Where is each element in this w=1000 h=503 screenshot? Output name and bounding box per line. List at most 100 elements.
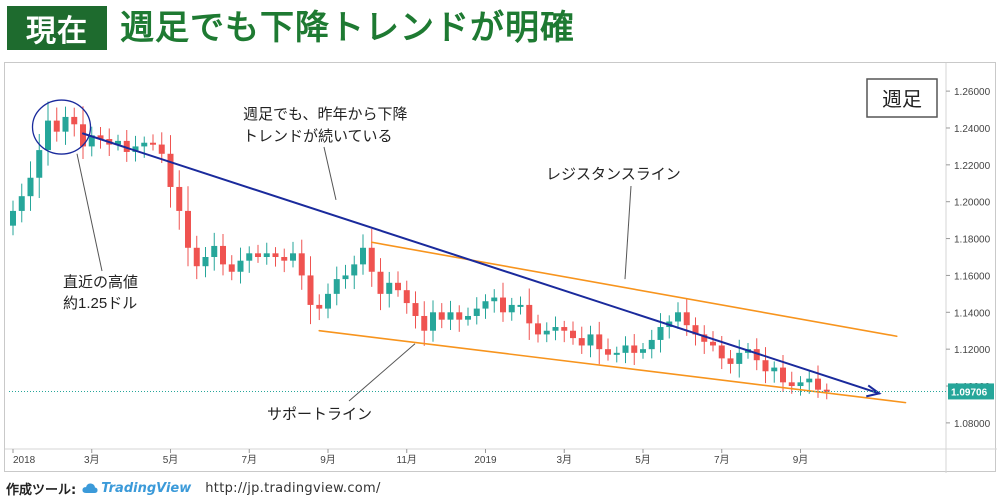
candle-body[interactable] [185,210,191,248]
candle[interactable] [430,300,436,342]
candle[interactable] [473,297,480,325]
candle[interactable] [543,322,550,343]
candle[interactable] [307,256,314,325]
candle-body[interactable] [622,345,629,353]
candle-body[interactable] [386,282,393,294]
candle[interactable] [202,246,209,278]
candle[interactable] [167,135,174,208]
candle[interactable] [412,291,419,329]
candle-body[interactable] [736,352,743,364]
candle-body[interactable] [45,120,51,151]
candle-body[interactable] [815,378,821,390]
candlestick-chart[interactable]: 2018 3月 5月 7月 9月 11月 2019 3月 5月 7月 9月 1.26000 1.240… [5,63,997,473]
candle[interactable] [368,228,375,287]
candle-body[interactable] [500,297,506,313]
candle[interactable] [710,331,716,352]
candle-body[interactable] [456,312,463,320]
candle-body[interactable] [395,282,401,291]
candle[interactable] [263,242,270,265]
brand-link[interactable]: TradingView [101,480,192,496]
candle[interactable] [526,288,533,340]
candle-body[interactable] [115,140,121,145]
candle-body[interactable] [220,245,226,265]
resistance-line[interactable] [370,241,898,338]
candle-body[interactable] [762,360,769,372]
candle-body[interactable] [780,367,786,383]
candle-body[interactable] [97,135,104,140]
candle-body[interactable] [263,253,270,257]
candle-body[interactable] [62,116,69,132]
candle[interactable] [771,361,778,383]
candle[interactable] [622,336,629,364]
candle[interactable] [211,232,218,271]
candle-body[interactable] [36,150,43,178]
candle[interactable] [18,183,25,223]
candle[interactable] [456,305,463,332]
candle[interactable] [71,107,78,137]
candle[interactable] [631,334,638,366]
candle[interactable] [228,255,235,281]
candle[interactable] [736,339,743,378]
candle-body[interactable] [281,257,288,261]
candle-body[interactable] [613,352,620,355]
support-line[interactable] [318,329,907,404]
candle-body[interactable] [727,358,734,364]
candle[interactable] [62,106,69,145]
candle[interactable] [447,300,454,330]
candle[interactable] [657,313,664,353]
candle-body[interactable] [675,312,681,322]
candle[interactable] [342,264,349,289]
url-link[interactable]: http://jp.tradingview.com/ [205,480,381,496]
candle[interactable] [132,135,139,162]
candle[interactable] [246,246,253,273]
candle-body[interactable] [753,349,760,361]
downtrend-line[interactable] [82,132,881,395]
candle-body[interactable] [438,312,445,320]
candle-body[interactable] [797,382,804,387]
candle-body[interactable] [71,116,78,125]
candle-body[interactable] [430,312,436,331]
candle-body[interactable] [403,290,410,304]
candle-body[interactable] [351,264,358,276]
candle[interactable] [675,302,681,329]
candle-body[interactable] [596,334,603,350]
candle[interactable] [596,321,603,365]
candle-body[interactable] [342,275,349,280]
candle-body[interactable] [578,338,585,346]
candle-body[interactable] [473,308,480,316]
candle[interactable] [517,296,524,315]
candle[interactable] [220,233,226,276]
candle-body[interactable] [631,345,638,353]
candle[interactable] [570,321,576,345]
candle-body[interactable] [360,247,366,265]
candle[interactable] [272,247,279,267]
candle[interactable] [176,170,183,230]
candle-body[interactable] [27,177,34,197]
candle-body[interactable] [53,120,60,132]
candle-body[interactable] [640,349,646,353]
candle-body[interactable] [710,341,716,346]
candle[interactable] [508,297,515,321]
candle-body[interactable] [526,304,533,324]
candle[interactable] [333,266,340,306]
candle[interactable] [692,317,699,346]
candle[interactable] [806,370,813,394]
candle[interactable] [97,126,104,149]
candle-body[interactable] [123,140,130,152]
candle-body[interactable] [683,312,690,326]
candle-body[interactable] [605,349,611,355]
candle-body[interactable] [176,186,183,211]
candle[interactable] [27,161,34,211]
candle[interactable] [648,329,655,359]
candle-body[interactable] [491,297,498,302]
candle[interactable] [298,239,305,290]
candle[interactable] [500,282,506,322]
candle[interactable] [88,126,95,157]
candle[interactable] [797,376,804,396]
candle[interactable] [123,130,130,162]
candle[interactable] [552,316,559,341]
candle[interactable] [255,244,261,263]
candle-body[interactable] [316,304,323,309]
candle[interactable] [316,294,323,321]
candle-body[interactable] [141,142,148,147]
